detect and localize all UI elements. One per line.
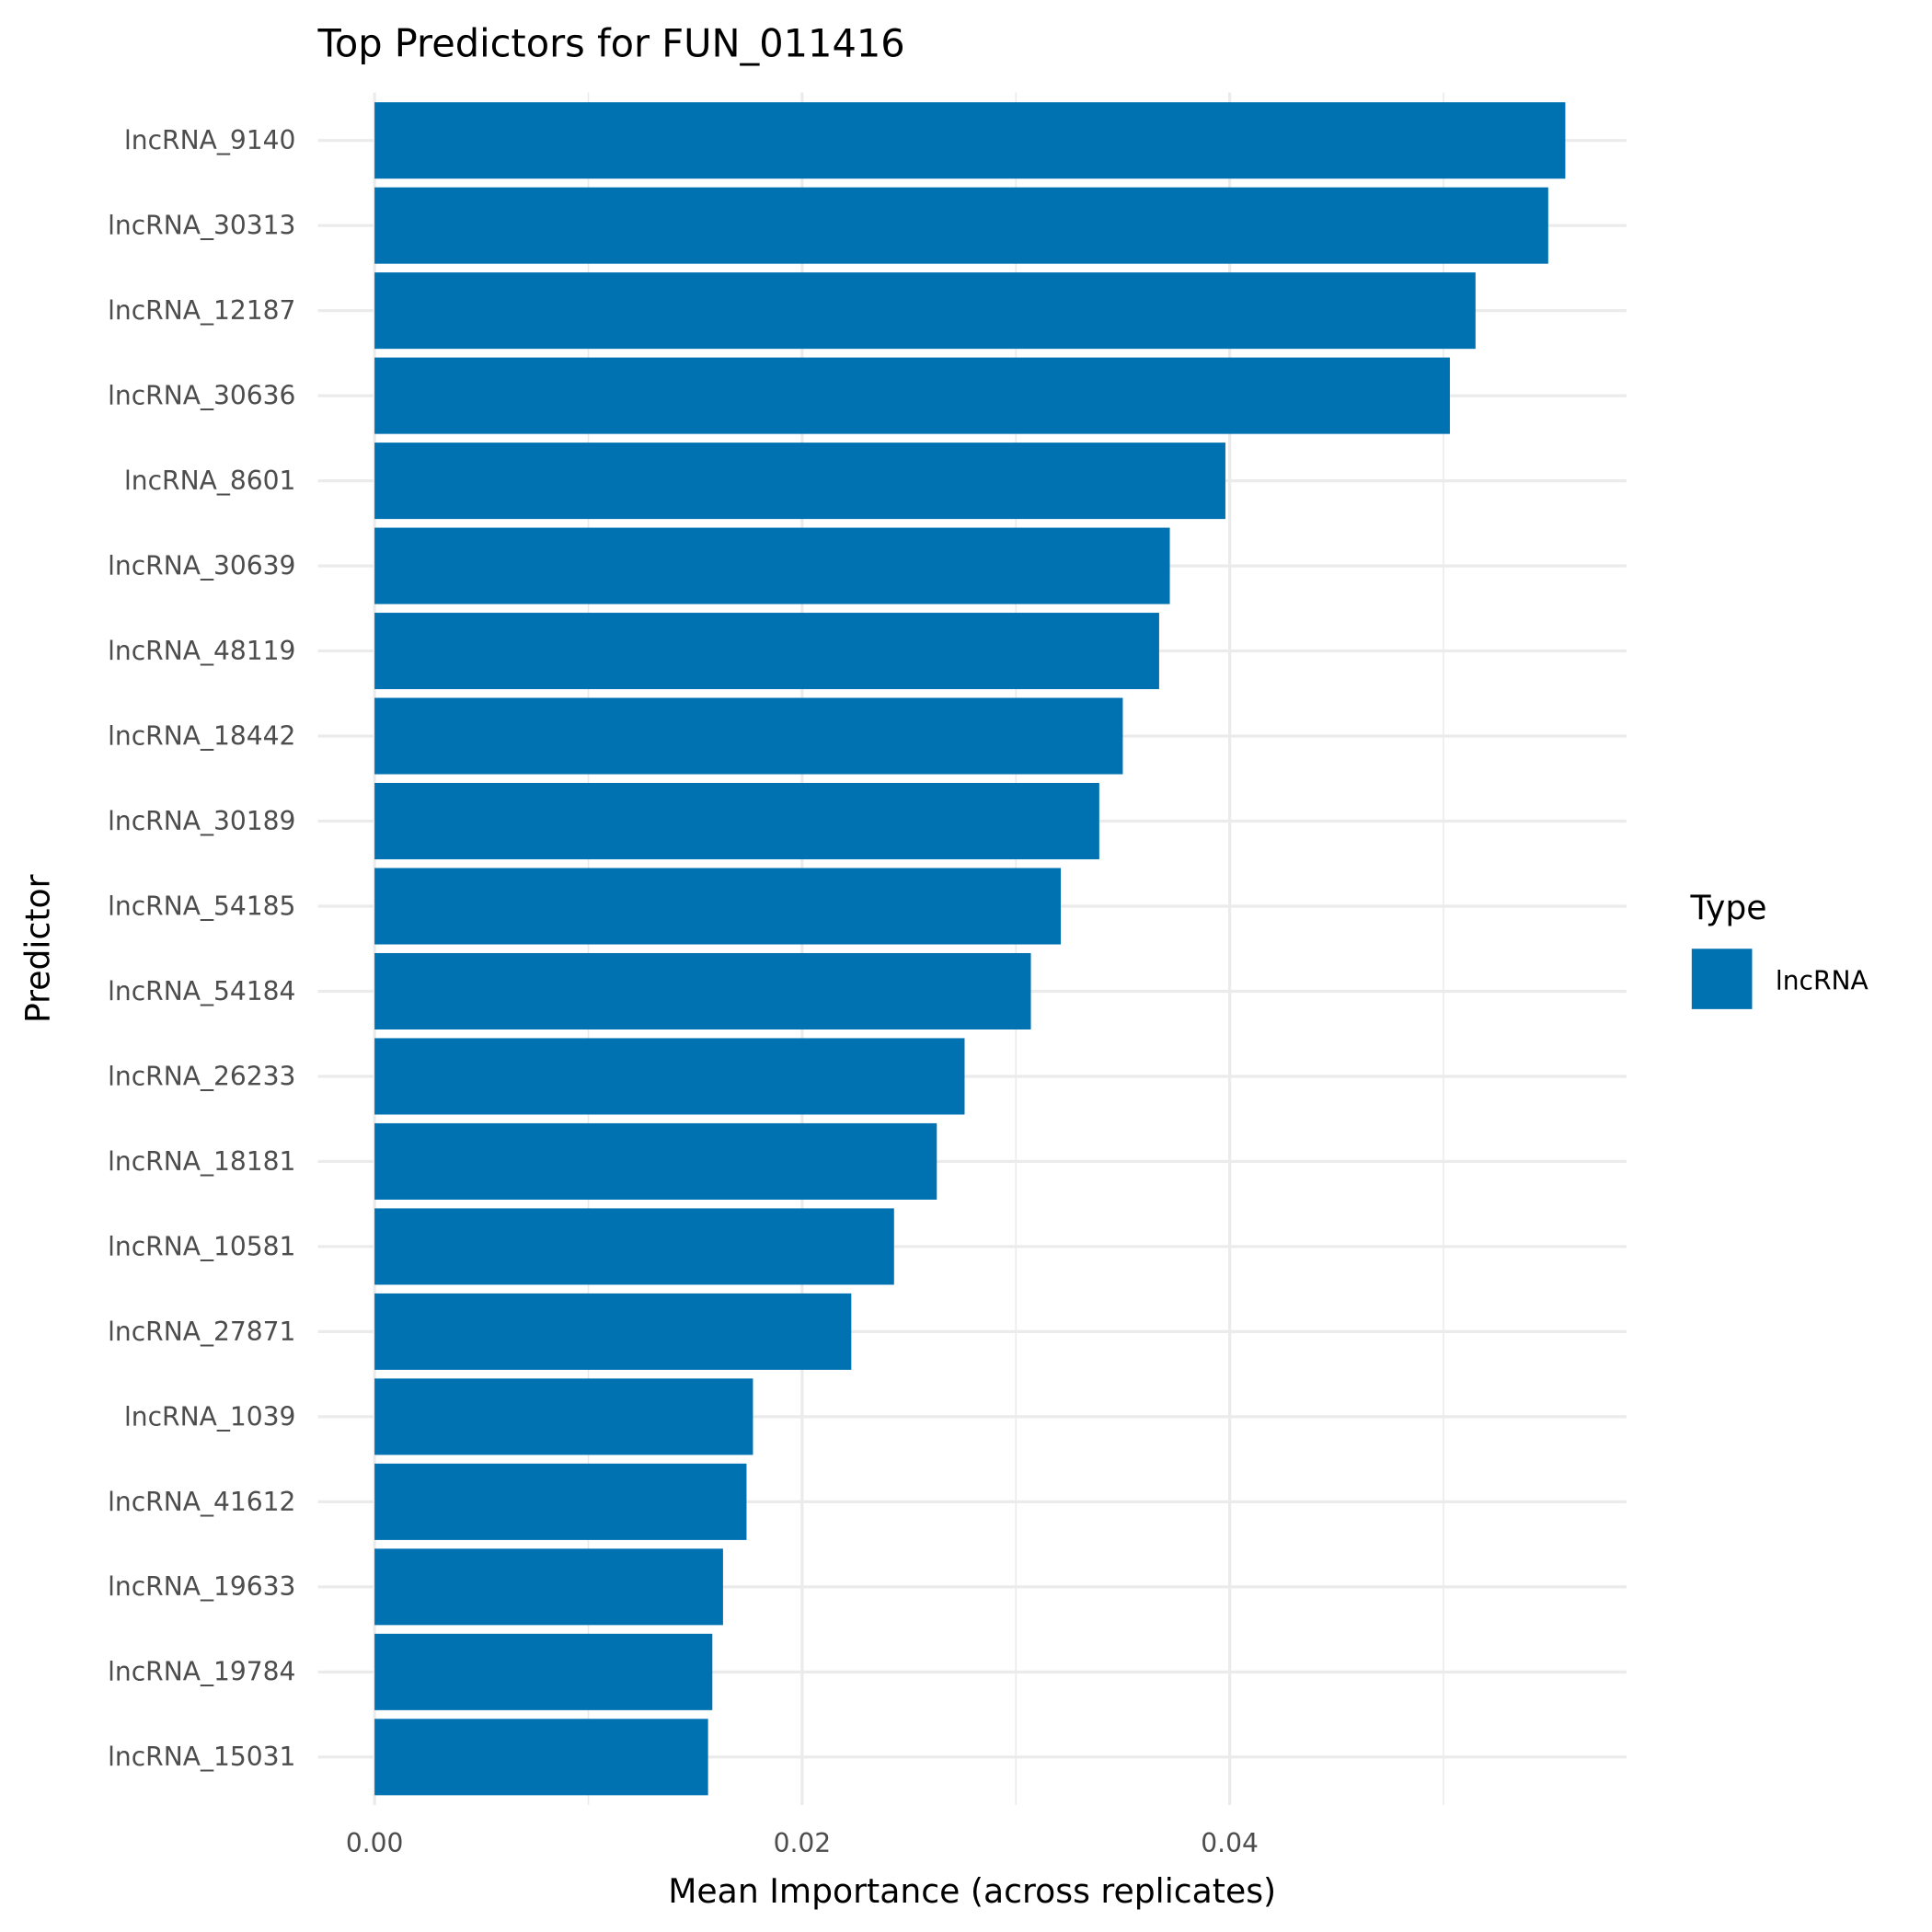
y-tick-label: lncRNA_10581 xyxy=(108,1231,295,1261)
x-tick-label: 0.02 xyxy=(774,1828,832,1858)
bar xyxy=(374,952,1031,1030)
bar xyxy=(374,1122,937,1200)
y-tick-label: lncRNA_54184 xyxy=(108,976,295,1006)
bar xyxy=(374,102,1566,179)
bar xyxy=(374,443,1225,520)
y-tick-label: lncRNA_9140 xyxy=(124,125,295,155)
y-tick-label: lncRNA_12187 xyxy=(108,295,295,326)
chart-title: Top Predictors for FUN_011416 xyxy=(317,21,905,66)
legend: Type lncRNA xyxy=(1690,888,1869,1009)
legend-label: lncRNA xyxy=(1776,965,1869,995)
bar xyxy=(374,697,1123,775)
y-tick-label: lncRNA_41612 xyxy=(108,1487,295,1517)
bar xyxy=(374,1633,713,1710)
bar xyxy=(374,357,1450,434)
x-axis-title: Mean Importance (across replicates) xyxy=(668,1871,1276,1911)
y-axis-title: Predictor xyxy=(18,874,58,1023)
bar xyxy=(374,187,1548,264)
y-tick-label: lncRNA_15031 xyxy=(108,1742,295,1772)
bar xyxy=(374,272,1476,350)
y-tick-label: lncRNA_26233 xyxy=(108,1061,295,1091)
legend-swatch xyxy=(1691,949,1753,1009)
y-tick-label: lncRNA_30313 xyxy=(108,211,295,241)
x-tick-label: 0.00 xyxy=(346,1828,404,1858)
y-tick-label: lncRNA_19633 xyxy=(108,1571,295,1602)
bar xyxy=(374,868,1062,945)
bar xyxy=(374,1719,708,1796)
y-tick-label: lncRNA_1039 xyxy=(124,1401,295,1432)
bars xyxy=(374,102,1566,1796)
x-tick-labels: 0.00 0.02 0.04 xyxy=(346,1828,1259,1858)
bar xyxy=(374,1038,965,1115)
bar xyxy=(374,527,1170,604)
y-tick-label: lncRNA_54185 xyxy=(108,891,295,921)
bar xyxy=(374,1378,753,1455)
y-tick-label: lncRNA_8601 xyxy=(124,466,295,496)
bar xyxy=(374,1208,894,1285)
bar xyxy=(374,1548,723,1626)
legend-title: Type xyxy=(1690,888,1767,927)
y-tick-label: lncRNA_30639 xyxy=(108,550,295,581)
y-tick-label: lncRNA_30636 xyxy=(108,380,295,410)
bar xyxy=(374,613,1159,690)
x-tick-label: 0.04 xyxy=(1201,1828,1259,1858)
grid xyxy=(317,92,1627,1806)
bar xyxy=(374,1463,747,1540)
y-tick-label: lncRNA_30189 xyxy=(108,806,295,836)
y-tick-label: lncRNA_19784 xyxy=(108,1657,295,1687)
y-tick-labels: lncRNA_9140 lncRNA_30313 lncRNA_12187 lncRN… xyxy=(108,125,295,1772)
bar xyxy=(374,783,1099,860)
y-tick-label: lncRNA_18181 xyxy=(108,1146,295,1177)
y-tick-label: lncRNA_27871 xyxy=(108,1317,295,1347)
y-tick-label: lncRNA_48119 xyxy=(108,636,295,666)
y-tick-label: lncRNA_18442 xyxy=(108,720,295,751)
bar xyxy=(374,1293,852,1370)
